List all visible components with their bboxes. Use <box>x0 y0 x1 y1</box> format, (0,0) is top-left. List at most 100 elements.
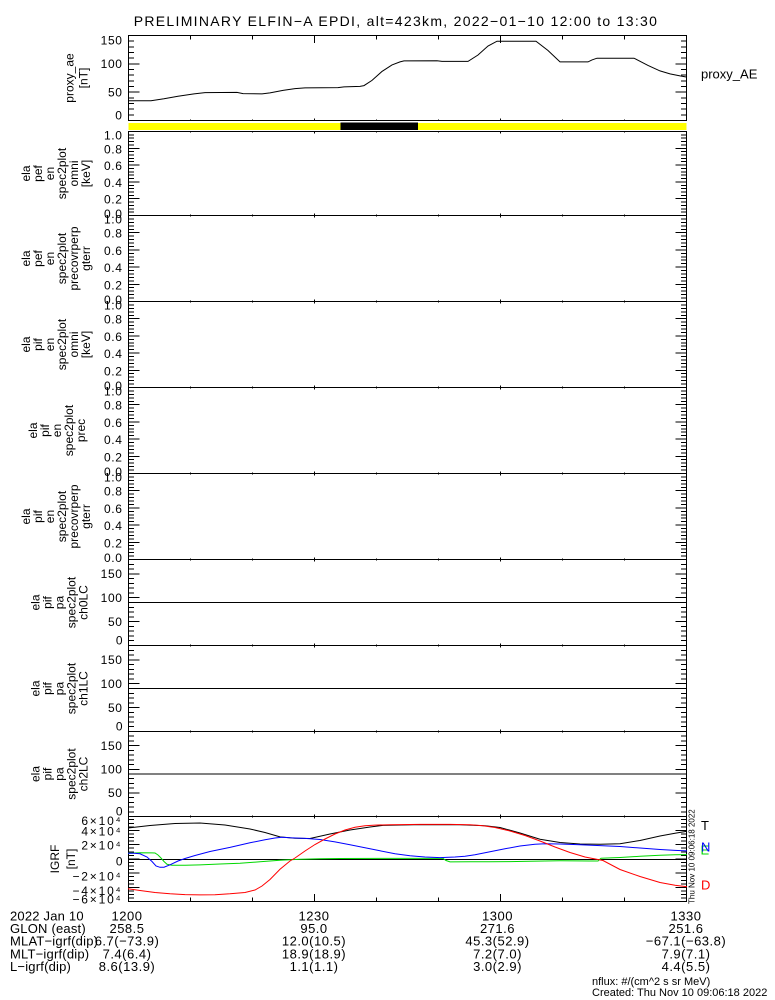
svg-text:[keV]: [keV] <box>79 331 93 358</box>
svg-text:L−igrf(dip): L−igrf(dip) <box>10 959 71 974</box>
svg-text:pif: pif <box>31 338 45 351</box>
svg-text:spec2plot: spec2plot <box>55 147 69 199</box>
svg-text:8.6(13.9): 8.6(13.9) <box>99 959 156 974</box>
svg-text:ch0LC: ch0LC <box>77 585 91 620</box>
svg-text:2×10⁴: 2×10⁴ <box>81 839 122 853</box>
svg-text:0.2: 0.2 <box>104 536 122 550</box>
svg-text:4×10⁴: 4×10⁴ <box>81 825 122 839</box>
svg-text:pif: pif <box>38 424 52 437</box>
svg-text:258.5: 258.5 <box>109 921 144 936</box>
svg-text:1200: 1200 <box>112 909 143 924</box>
svg-text:6×10⁴: 6×10⁴ <box>81 814 122 828</box>
svg-text:1.0: 1.0 <box>104 471 122 485</box>
svg-text:100: 100 <box>101 677 123 691</box>
svg-text:50: 50 <box>108 701 123 715</box>
svg-text:omni: omni <box>67 160 81 186</box>
svg-text:1.0: 1.0 <box>104 385 122 399</box>
svg-text:gterr: gterr <box>79 504 93 529</box>
svg-text:3.0(2.9): 3.0(2.9) <box>473 959 522 974</box>
svg-text:150: 150 <box>101 739 123 753</box>
svg-text:spec2plot: spec2plot <box>65 576 79 628</box>
svg-text:12.0(10.5): 12.0(10.5) <box>282 934 346 949</box>
svg-text:0.0: 0.0 <box>104 293 122 307</box>
svg-text:0.2: 0.2 <box>104 364 122 378</box>
svg-text:omni: omni <box>67 331 81 357</box>
svg-text:0.6: 0.6 <box>104 159 122 173</box>
svg-text:−4×10⁴: −4×10⁴ <box>73 884 123 898</box>
svg-text:spec2plot: spec2plot <box>55 490 69 542</box>
svg-text:7.2(7.0): 7.2(7.0) <box>473 946 522 961</box>
svg-text:6.7(−73.9): 6.7(−73.9) <box>95 934 160 949</box>
svg-text:pif: pif <box>41 767 55 780</box>
svg-text:0: 0 <box>115 109 122 123</box>
svg-text:0.8: 0.8 <box>104 227 122 241</box>
svg-text:0.0: 0.0 <box>104 551 122 565</box>
svg-text:0.2: 0.2 <box>104 278 122 292</box>
svg-text:en: en <box>43 252 57 265</box>
svg-text:0.4: 0.4 <box>104 519 122 533</box>
svg-text:0.0: 0.0 <box>104 207 122 221</box>
svg-text:D: D <box>701 878 710 893</box>
svg-text:pif: pif <box>31 510 45 523</box>
svg-text:0.8: 0.8 <box>104 485 122 499</box>
svg-text:−6×10⁴: −6×10⁴ <box>73 893 123 907</box>
svg-text:en: en <box>43 510 57 523</box>
svg-text:prec: prec <box>74 419 88 442</box>
svg-text:ch2LC: ch2LC <box>77 756 91 791</box>
svg-text:0: 0 <box>116 634 123 648</box>
svg-text:0.8: 0.8 <box>104 142 122 156</box>
svg-text:100: 100 <box>101 591 123 605</box>
svg-text:150: 150 <box>101 34 123 48</box>
svg-text:ela: ela <box>19 336 33 352</box>
svg-text:ela: ela <box>26 422 40 438</box>
svg-text:0.4: 0.4 <box>104 347 122 361</box>
svg-text:0: 0 <box>116 805 123 819</box>
svg-text:100: 100 <box>101 762 123 776</box>
svg-text:0.8: 0.8 <box>104 313 122 327</box>
svg-text:95.0: 95.0 <box>300 921 327 936</box>
svg-text:ela: ela <box>19 508 33 524</box>
svg-text:150: 150 <box>101 653 123 667</box>
svg-text:7.9(7.1): 7.9(7.1) <box>662 946 711 961</box>
svg-text:18.9(18.9): 18.9(18.9) <box>282 946 346 961</box>
svg-text:IGRF: IGRF <box>48 845 62 874</box>
svg-text:pa: pa <box>53 682 67 696</box>
svg-text:0.2: 0.2 <box>104 450 122 464</box>
svg-text:proxy_AE: proxy_AE <box>701 67 758 82</box>
svg-text:0: 0 <box>116 720 123 734</box>
svg-text:ela: ela <box>29 766 43 782</box>
svg-text:precovrperp: precovrperp <box>67 484 81 548</box>
svg-text:MLT−igrf(dip): MLT−igrf(dip) <box>10 946 89 961</box>
svg-text:0.6: 0.6 <box>104 244 122 258</box>
svg-text:0.4: 0.4 <box>104 176 122 190</box>
svg-text:−2×10⁴: −2×10⁴ <box>73 870 123 884</box>
svg-text:0.0: 0.0 <box>104 379 122 393</box>
svg-text:MLAT−igrf(dip): MLAT−igrf(dip) <box>10 934 98 949</box>
svg-text:pef: pef <box>31 249 45 266</box>
svg-text:0.6: 0.6 <box>104 330 122 344</box>
svg-text:0.8: 0.8 <box>104 399 122 413</box>
svg-text:0.6: 0.6 <box>104 416 122 430</box>
svg-text:271.6: 271.6 <box>480 921 515 936</box>
svg-text:1330: 1330 <box>671 909 702 924</box>
svg-text:spec2plot: spec2plot <box>55 318 69 370</box>
svg-text:2022 Jan 10: 2022 Jan 10 <box>10 909 84 924</box>
svg-text:precovrperp: precovrperp <box>67 226 81 290</box>
svg-text:−67.1(−63.8): −67.1(−63.8) <box>646 934 726 949</box>
svg-text:spec2plot: spec2plot <box>65 748 79 800</box>
svg-text:gterr: gterr <box>79 246 93 271</box>
svg-text:1.0: 1.0 <box>104 129 122 143</box>
svg-text:[keV]: [keV] <box>79 160 93 187</box>
svg-text:0.6: 0.6 <box>104 502 122 516</box>
svg-text:1.0: 1.0 <box>104 299 122 313</box>
svg-text:1.0: 1.0 <box>104 213 122 227</box>
svg-text:en: en <box>43 167 57 180</box>
svg-text:45.3(52.9): 45.3(52.9) <box>465 934 529 949</box>
svg-text:[nT]: [nT] <box>77 68 91 89</box>
svg-text:1300: 1300 <box>482 909 513 924</box>
svg-text:GLON (east): GLON (east) <box>10 921 86 936</box>
svg-text:spec2plot: spec2plot <box>65 662 79 714</box>
svg-text:N: N <box>701 840 710 855</box>
svg-text:4.4(5.5): 4.4(5.5) <box>662 959 711 974</box>
svg-text:7.4(6.4): 7.4(6.4) <box>103 946 152 961</box>
